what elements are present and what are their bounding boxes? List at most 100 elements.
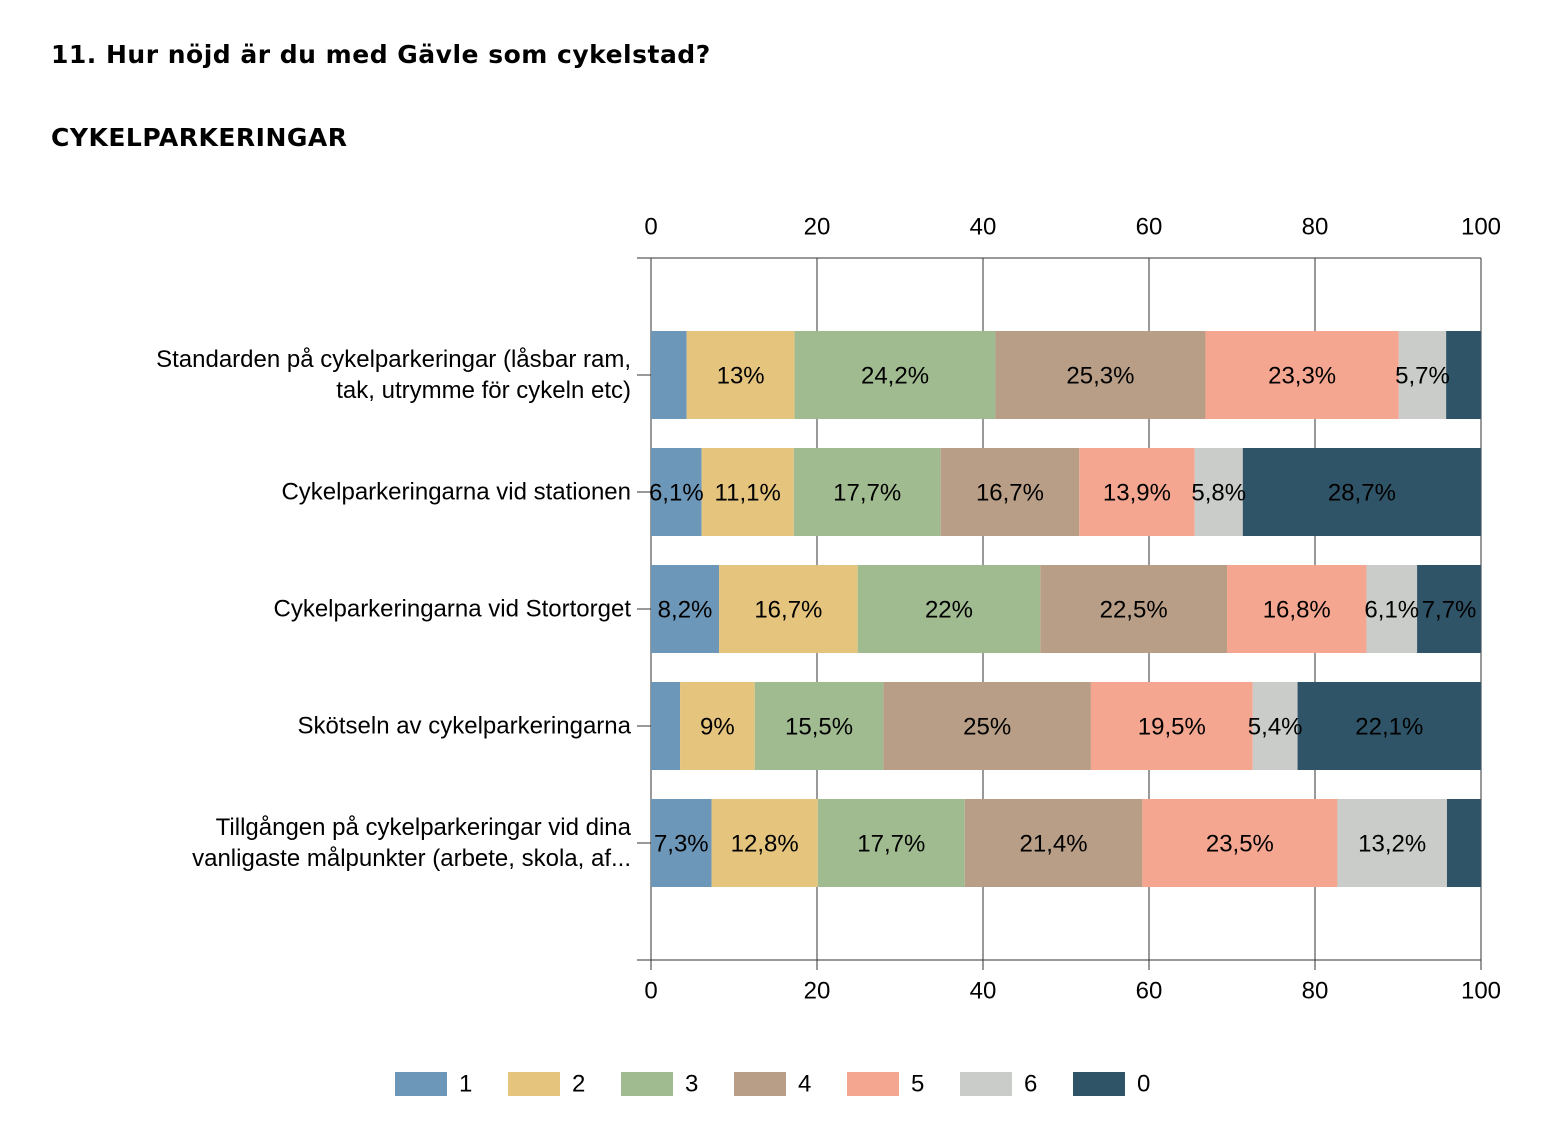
legend-label: 0 — [1137, 1070, 1150, 1097]
bar-segment — [793, 448, 941, 536]
legend-label: 4 — [798, 1070, 811, 1097]
data-label: 22,5% — [1100, 596, 1168, 623]
bar-segment — [940, 448, 1080, 536]
bar-segment — [1227, 565, 1367, 653]
bar-segment — [1090, 682, 1253, 770]
x-tick-label: 20 — [804, 213, 831, 240]
bar-segment — [1446, 799, 1481, 887]
data-label: 28,7% — [1328, 479, 1396, 506]
bar-segment — [1366, 565, 1418, 653]
y-tick-label: Cykelparkeringarna vid Stortorget — [273, 595, 631, 623]
bar-segment — [754, 682, 884, 770]
x-tick-label: 40 — [970, 977, 997, 1004]
data-label: 12,8% — [731, 830, 799, 857]
x-tick-label: 100 — [1461, 213, 1501, 240]
data-label: 16,7% — [976, 479, 1044, 506]
data-label: 5,7% — [1395, 362, 1450, 389]
x-tick-label: 40 — [970, 213, 997, 240]
legend-label: 1 — [459, 1070, 472, 1097]
x-tick-label: 0 — [644, 977, 657, 1004]
data-label: 25% — [963, 713, 1011, 740]
data-label: 5,4% — [1248, 713, 1303, 740]
data-label: 13,9% — [1103, 479, 1171, 506]
x-tick-label: 0 — [644, 213, 657, 240]
data-label: 24,2% — [861, 362, 929, 389]
bar-segment — [651, 799, 712, 887]
data-label: 19,5% — [1138, 713, 1206, 740]
bar-segment — [1446, 331, 1481, 419]
data-label: 25,3% — [1066, 362, 1134, 389]
data-label: 21,4% — [1020, 830, 1088, 857]
y-tick-label: Tillgången på cykelparkeringar vid dina … — [192, 814, 631, 872]
data-label: 13% — [717, 362, 765, 389]
x-tick-label: 80 — [1302, 213, 1329, 240]
bar-segment — [1242, 448, 1481, 536]
data-label: 16,8% — [1263, 596, 1331, 623]
y-tick-label: Skötseln av cykelparkeringarna — [297, 712, 631, 740]
data-label: 16,7% — [754, 596, 822, 623]
bar-segment — [1040, 565, 1228, 653]
bar-segment — [711, 799, 818, 887]
bar-segment — [1205, 331, 1399, 419]
legend-label: 2 — [572, 1070, 585, 1097]
bar-segment — [1252, 682, 1298, 770]
data-label: 7,3% — [654, 830, 709, 857]
data-label: 7,7% — [1422, 596, 1477, 623]
data-label: 5,8% — [1191, 479, 1246, 506]
data-label: 22% — [925, 596, 973, 623]
bar-segment — [1194, 448, 1243, 536]
x-tick-label: 60 — [1136, 977, 1163, 1004]
x-tick-label: 80 — [1302, 977, 1329, 1004]
bar-segment — [883, 682, 1091, 770]
data-label: 9% — [700, 713, 735, 740]
legend-label: 6 — [1024, 1070, 1037, 1097]
data-label: 11,1% — [715, 479, 781, 506]
y-tick-label: Cykelparkeringarna vid stationen — [281, 478, 631, 506]
bar-segment — [701, 448, 794, 536]
bar-segment — [1297, 682, 1481, 770]
legend-swatch — [508, 1072, 560, 1096]
bar-segment — [651, 448, 702, 536]
bar-segment — [964, 799, 1143, 887]
x-tick-label: 20 — [804, 977, 831, 1004]
bar-segment — [1417, 565, 1481, 653]
y-tick-label: Standarden på cykelparkeringar (låsbar r… — [156, 346, 631, 404]
data-label: 22,1% — [1355, 713, 1423, 740]
chart-title: 11. Hur nöjd är du med Gävle som cykelst… — [51, 40, 711, 69]
data-label: 6,1% — [649, 479, 704, 506]
bar-segment — [651, 682, 681, 770]
legend-swatch — [395, 1072, 447, 1096]
bar-segment — [686, 331, 795, 419]
bar-segment — [857, 565, 1041, 653]
legend-swatch — [621, 1072, 673, 1096]
bar-segment — [719, 565, 858, 653]
data-label: 23,5% — [1206, 830, 1274, 857]
bar-segment — [1079, 448, 1195, 536]
bar-segment — [794, 331, 996, 419]
bar-segment — [1398, 331, 1447, 419]
data-label: 17,7% — [833, 479, 901, 506]
legend-label: 3 — [685, 1070, 698, 1097]
bar-segment — [680, 682, 755, 770]
data-label: 8,2% — [658, 596, 713, 623]
bar-segment — [651, 565, 720, 653]
bar-segment — [1142, 799, 1338, 887]
data-label: 15,5% — [785, 713, 853, 740]
data-label: 13,2% — [1358, 830, 1426, 857]
bar-segment — [1337, 799, 1447, 887]
bar-segment — [995, 331, 1206, 419]
x-tick-label: 60 — [1136, 213, 1163, 240]
data-label: 6,1% — [1364, 596, 1419, 623]
legend-swatch — [847, 1072, 899, 1096]
data-label: 23,3% — [1268, 362, 1336, 389]
x-tick-label: 100 — [1461, 977, 1501, 1004]
legend-swatch — [960, 1072, 1012, 1096]
data-label: 17,7% — [857, 830, 925, 857]
bar-segment — [651, 331, 687, 419]
legend-label: 5 — [911, 1070, 924, 1097]
chart-subtitle: CYKELPARKERINGAR — [51, 123, 348, 152]
legend-swatch — [734, 1072, 786, 1096]
legend-swatch — [1073, 1072, 1125, 1096]
